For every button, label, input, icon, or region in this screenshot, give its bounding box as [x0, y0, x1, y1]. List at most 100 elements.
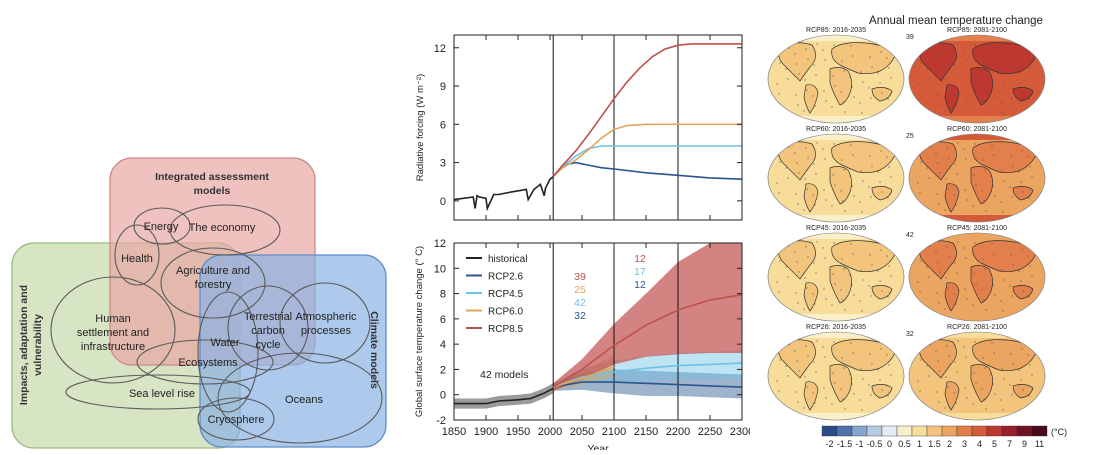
human-settlement-label-line1: Human: [95, 313, 130, 325]
stipple-dot: [963, 247, 965, 249]
stipple-dot: [1011, 196, 1013, 198]
map-model-count: 39: [906, 34, 914, 41]
stipple-dot: [785, 266, 787, 268]
water-label: Water: [211, 337, 240, 349]
atmospheric-label-line1: Atmospheric: [295, 311, 357, 323]
stipple-dot: [804, 79, 806, 81]
line-rcp85: [552, 43, 742, 178]
stipple-dot: [841, 60, 843, 62]
stipple-dot: [944, 110, 946, 112]
stipple-dot: [972, 403, 974, 405]
stipple-dot: [881, 92, 883, 94]
colorbar-label: -2: [825, 439, 833, 449]
antarctic-band: [768, 116, 904, 123]
stipple-dot: [814, 105, 816, 107]
stipple-dot: [823, 189, 825, 191]
stipple-dot: [937, 63, 939, 65]
stipple-dot: [972, 205, 974, 207]
stipple-dot: [918, 151, 920, 153]
stipple-dot: [888, 364, 890, 366]
oceans-label: Oceans: [285, 394, 323, 406]
map-border: [908, 232, 1046, 322]
map-model-count: 32: [906, 331, 914, 338]
stipple-dot: [797, 302, 799, 304]
stipple-dot: [1028, 296, 1030, 298]
stipple-dot: [938, 302, 940, 304]
colorbar: -2 -1.5 -1 -0.5 0 0.5 1 1.5 2 3 4 5 7 9 11 (°C): [821, 425, 1067, 449]
stipple-dot: [862, 81, 864, 83]
stipple-dot: [953, 293, 955, 295]
stipple-dot: [1001, 269, 1003, 271]
stipple-dot: [992, 185, 994, 187]
continent-shape: [871, 186, 893, 201]
continent-shape: [778, 339, 816, 379]
map-continents: [909, 233, 1045, 321]
continent-shape: [944, 381, 960, 411]
antarctic-band: [909, 116, 1045, 123]
maps-title: Annual mean temperature change: [869, 15, 1043, 27]
stipple-dot: [871, 264, 873, 266]
stipple-dot: [806, 89, 808, 91]
stipple-dot: [815, 173, 817, 175]
stipple-dot: [807, 157, 809, 159]
stipple-dot: [877, 171, 879, 173]
y-tick-label: 6: [440, 119, 446, 131]
stipple-dot: [994, 393, 996, 395]
x-tick-label: 2300: [730, 426, 750, 438]
stipple-dot: [840, 388, 842, 390]
y-tick-label: 4: [440, 339, 446, 351]
stipple-dot: [859, 300, 861, 302]
stipple-dot: [824, 356, 826, 358]
stipple-dot: [1031, 374, 1033, 376]
line-rcp45: [552, 362, 743, 388]
stipple-dot: [1018, 369, 1020, 371]
stipple-dot: [814, 402, 816, 404]
x-tick-label: 2250: [698, 426, 722, 438]
colorbar-cell: [821, 425, 838, 437]
stipple-dot: [843, 169, 845, 171]
stipple-dot: [806, 287, 808, 289]
colorbar-label: -0.5: [867, 439, 883, 449]
stipple-dot: [1011, 295, 1013, 297]
stipple-dot: [963, 346, 965, 348]
stipple-dot: [812, 293, 814, 295]
stipple-dot: [992, 284, 994, 286]
temperature-legend: historical RCP2.6 RCP4.5 RCP6.0 RCP8.5: [466, 254, 527, 335]
stipple-dot: [993, 55, 995, 57]
stipple-dot: [944, 209, 946, 211]
stipple-dot: [822, 346, 824, 348]
stipple-dot: [861, 310, 863, 312]
ecosystems-label: Ecosystems: [178, 357, 238, 369]
stipple-dot: [936, 193, 938, 195]
x-tick-label: 2200: [666, 426, 690, 438]
continent-shape: [1012, 87, 1034, 102]
continent-shape: [944, 183, 960, 213]
stipple-dot: [1028, 197, 1030, 199]
stipple-dot: [964, 387, 966, 389]
stipple-dot: [844, 210, 846, 212]
stipple-dot: [1022, 92, 1024, 94]
stipple-dot: [936, 292, 938, 294]
stipple-dot: [824, 158, 826, 160]
continent-shape: [829, 364, 852, 403]
stipple-dot: [1022, 290, 1024, 292]
stipple-dot: [1029, 364, 1031, 366]
colorbar-label: 1: [917, 439, 922, 449]
stipple-dot: [956, 272, 958, 274]
stipple-dot: [1027, 255, 1029, 257]
stipple-dot: [806, 386, 808, 388]
stipple-dot: [851, 86, 853, 88]
health-label: Health: [121, 253, 153, 265]
stipple-dot: [834, 382, 836, 384]
y-tick-label: 0: [440, 196, 446, 208]
stipple-dot: [938, 401, 940, 403]
stipple-dot: [963, 148, 965, 150]
stipple-dot: [944, 407, 946, 409]
human-settlement-label-line2: settlement and: [77, 327, 149, 339]
atmospheric-label-line2: processes: [301, 325, 352, 337]
stipple-dot: [803, 308, 805, 310]
stipple-dot: [993, 253, 995, 255]
stipple-dot: [982, 258, 984, 260]
continent-shape: [778, 240, 816, 280]
line-rcp60: [552, 123, 742, 178]
